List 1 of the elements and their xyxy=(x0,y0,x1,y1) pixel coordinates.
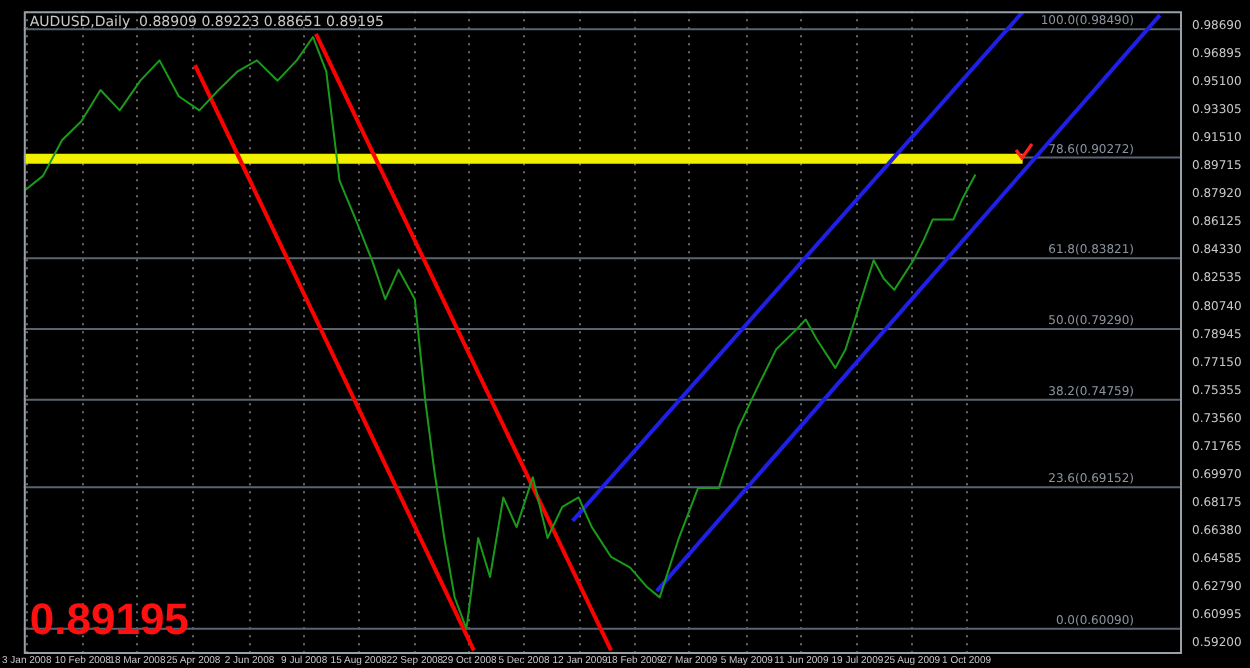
annotation: 0.89195 xyxy=(29,594,189,645)
